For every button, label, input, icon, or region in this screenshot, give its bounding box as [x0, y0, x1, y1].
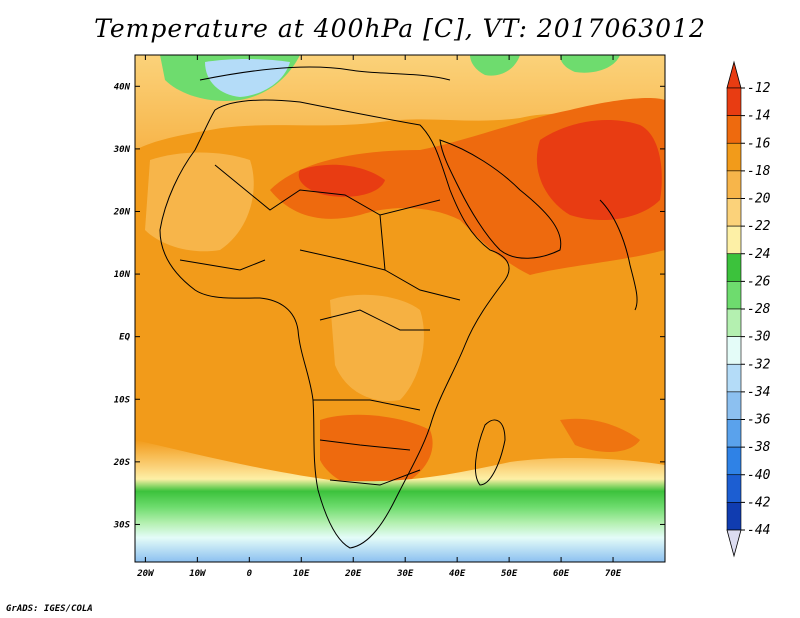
x-tick-label: 50E [501, 569, 518, 579]
colorbar-label: -16 [747, 136, 771, 151]
border-1 [214, 164, 441, 216]
chart-title: Temperature at 400hPa [C], VT: 201706301… [94, 14, 706, 43]
colorbar-label: -30 [747, 330, 771, 345]
colorbar-label: -12 [747, 81, 771, 96]
colorbar-label: -24 [747, 247, 770, 262]
field-indian-warm [560, 418, 640, 452]
colorbar-label: -34 [747, 385, 770, 400]
colorbar-swatch [726, 363, 742, 393]
border-4 [319, 309, 430, 331]
madagascar [475, 419, 506, 486]
field-hot-core [536, 120, 662, 220]
x-axis: 20W 10W 0 10E 20E 30E 40E 50E 60E 70E [136, 55, 622, 579]
y-tick-label: 10S [114, 395, 131, 405]
border-6 [319, 439, 411, 451]
x-tick-label: 20E [344, 569, 362, 579]
colorbar: -12 -14 -16 -18 -20 -22 -24 -26 -28 -30 -32 -34 -36 -… [726, 60, 771, 558]
colorbar-label: -28 [747, 302, 771, 317]
y-tick-label: 40N [114, 82, 131, 92]
field-east-cold [470, 55, 520, 76]
x-tick-label: 0 [247, 569, 253, 579]
plot-frame [134, 54, 666, 563]
border-2 [379, 214, 461, 301]
colorbar-swatch [726, 115, 742, 144]
x-tick-label: 40E [449, 569, 466, 579]
field-south-warm [320, 414, 433, 491]
colorbar-label: -36 [747, 413, 771, 428]
colorbar-label: -20 [747, 192, 771, 207]
colorbar-label: -32 [747, 357, 771, 372]
x-tick-label: 70E [605, 569, 622, 579]
colorbar-swatch [726, 419, 742, 448]
field-east-cold-2 [560, 55, 620, 73]
colorbar-label: -14 [747, 109, 770, 124]
field-hot-core-2 [298, 164, 385, 197]
field-south-belt [135, 440, 665, 562]
y-tick-label: 30S [113, 520, 131, 530]
x-tick-label: 60E [553, 569, 570, 579]
border-3 [299, 249, 386, 271]
colorbar-label: -26 [747, 274, 771, 289]
credit-label: GrADS: IGES/COLA [6, 604, 93, 614]
colorbar-swatch [726, 308, 742, 337]
colorbar-label: -40 [747, 468, 771, 483]
colorbar-swatch [726, 253, 742, 282]
india-coastline [599, 199, 638, 311]
colorbar-swatch [726, 474, 742, 503]
x-tick-label: 10E [293, 569, 310, 579]
field-sahara-west [145, 152, 254, 252]
arabia-coastline [439, 139, 562, 259]
colorbar-label: -22 [747, 219, 771, 234]
colorbar-swatch [726, 87, 742, 116]
x-tick-label: 30E [396, 569, 414, 579]
colorbar-swatch [726, 225, 742, 255]
colorbar-swatch [726, 502, 742, 531]
y-tick-label: 20N [113, 207, 131, 217]
colorbar-swatch [726, 170, 742, 199]
colorbar-swatch [726, 446, 742, 476]
colorbar-label: -38 [747, 440, 771, 455]
x-tick-label: 10W [189, 569, 207, 579]
y-tick-label: 20S [113, 458, 131, 468]
field-central-africa [330, 294, 424, 401]
colorbar-swatch [726, 281, 742, 310]
colorbar-label: -42 [747, 495, 771, 510]
y-tick-label: EQ [119, 333, 130, 343]
temperature-field [135, 55, 665, 562]
colorbar-label: -18 [747, 164, 771, 179]
africa-coastline [159, 99, 510, 549]
colorbar-swatch [726, 336, 742, 365]
border-5 [313, 399, 421, 411]
coastlines [159, 66, 638, 549]
border-8 [179, 259, 266, 271]
y-tick-label: 30N [113, 145, 131, 155]
x-tick-label: 20W [136, 569, 155, 579]
colorbar-swatch [726, 198, 742, 227]
colorbar-label: -44 [747, 523, 770, 538]
colorbar-swatch [726, 391, 742, 420]
border-7 [329, 469, 421, 486]
med-coast [199, 66, 451, 81]
field-med-colder [205, 59, 290, 97]
colorbar-bottom-arrow [726, 529, 742, 558]
colorbar-top-arrow [726, 60, 742, 89]
y-tick-label: 10N [114, 270, 131, 280]
y-axis: 40N 30N 20N 10N EQ 10S 20S 30S [113, 82, 665, 530]
colorbar-swatch [726, 142, 742, 172]
